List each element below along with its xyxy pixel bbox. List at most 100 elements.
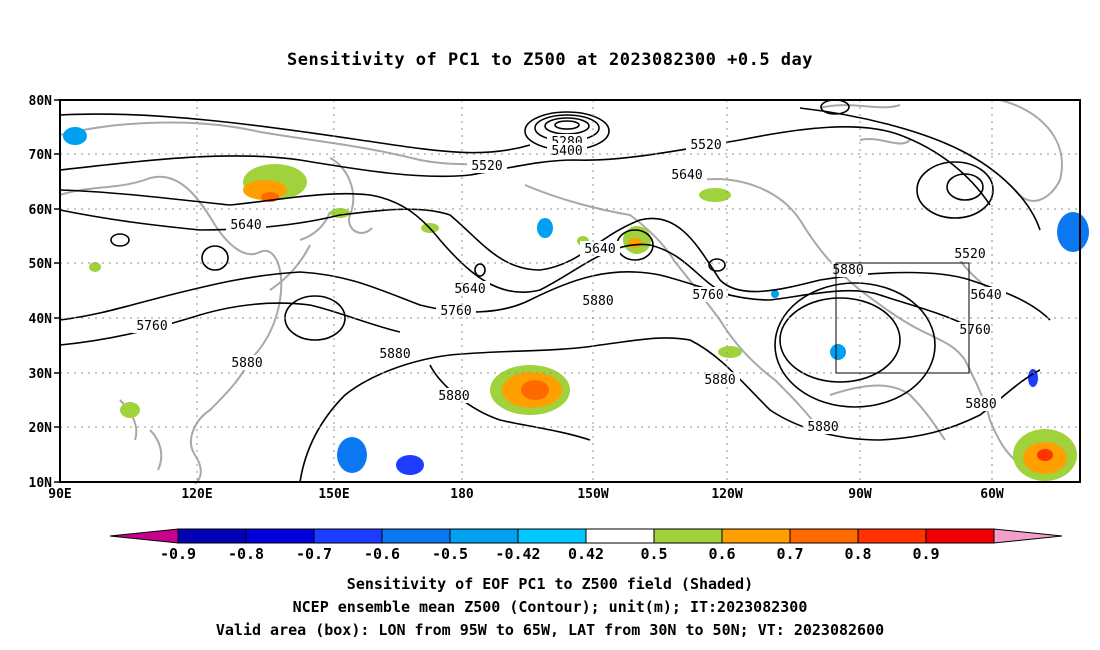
lat-label: 20N	[29, 421, 53, 436]
lat-label: 50N	[29, 257, 53, 272]
contour-label-bg	[132, 318, 172, 333]
contour-label-bg	[950, 246, 990, 261]
contour-label: 5520	[954, 247, 985, 262]
shade-blue-4	[396, 455, 424, 475]
contour-label: 5400	[551, 144, 582, 159]
lat-label: 40N	[29, 312, 53, 327]
contour-low-pac-2	[708, 258, 726, 272]
contour-label: 5640	[970, 288, 1001, 303]
coastline-siberia-north	[59, 121, 501, 171]
lon-label: 120W	[711, 487, 742, 502]
valid-area-box	[835, 262, 970, 374]
shade-green-7	[120, 402, 140, 418]
contour-labels: 5280540055205520552056405640564056405640…	[132, 134, 1006, 435]
contour-low-pac-3	[474, 263, 486, 277]
map-frame	[59, 99, 1081, 483]
contour-5880-pacific	[429, 364, 591, 441]
colorbar-box	[925, 528, 995, 544]
contour-label: 5880	[379, 347, 410, 362]
contour-label-bg	[961, 396, 1001, 411]
shade-green-5	[699, 188, 731, 202]
contour-label-bg	[688, 287, 728, 302]
contour-5520-east	[799, 107, 1041, 231]
contour-label-bg	[375, 346, 415, 361]
shade-blue-6	[830, 344, 846, 360]
contour-label: 5520	[690, 138, 721, 153]
coastline-asia	[59, 175, 283, 485]
contour-label: 5640	[230, 218, 261, 233]
colorbar-label: -0.8	[228, 545, 264, 563]
contour-5760-b	[59, 302, 401, 346]
colorbar-label: -0.42	[495, 545, 540, 563]
contour-5760-a	[59, 271, 976, 331]
contour-label: 5880	[704, 373, 735, 388]
colorbar-left-arrow	[109, 528, 179, 544]
sensitivity-shading	[63, 127, 1089, 481]
contour-label-bg	[450, 281, 490, 296]
colorbar-box	[585, 528, 655, 544]
lon-label: 60W	[980, 487, 1004, 502]
contour-label: 5640	[584, 242, 615, 257]
colorbar-label: -0.9	[160, 545, 196, 563]
contour-low-center-1	[554, 120, 580, 130]
contour-label-bg	[434, 388, 474, 403]
contour-label: 5760	[136, 319, 167, 334]
colorbar-box	[449, 528, 519, 544]
colorbar-box	[721, 528, 791, 544]
lat-label: 80N	[29, 94, 53, 109]
coastline-philippines	[119, 399, 163, 471]
contour-label: 5880	[438, 389, 469, 404]
contour-label: 5880	[582, 294, 613, 309]
contour-low-east-2	[916, 161, 994, 219]
z500-contours	[59, 99, 1051, 483]
coastline-greenland	[999, 99, 1063, 202]
colorbar-boxes	[109, 528, 1063, 544]
contour-label-bg	[828, 262, 868, 277]
contour-label: 5760	[959, 323, 990, 338]
colorbar-box	[517, 528, 587, 544]
colorbar-label: 0.9	[912, 545, 939, 563]
colorbar-label: -0.6	[364, 545, 400, 563]
colorbar-right-arrow	[993, 528, 1063, 544]
contour-label: 5760	[692, 288, 723, 303]
lat-lon-grid	[60, 100, 1080, 482]
contour-label-bg	[227, 355, 267, 370]
contour-5880-south	[299, 337, 1041, 483]
colorbar-box	[653, 528, 723, 544]
lon-label: 180	[450, 487, 474, 502]
colorbar-box	[313, 528, 383, 544]
contour-label-bg	[436, 303, 476, 318]
caption-contour: NCEP ensemble mean Z500 (Contour); unit(…	[292, 598, 808, 616]
contour-low-east-1	[946, 173, 984, 201]
lon-label: 90W	[848, 487, 872, 502]
contour-label-bg	[966, 287, 1006, 302]
caption-shading: Sensitivity of EOF PC1 to Z500 field (Sh…	[346, 575, 754, 593]
colorbar-label: -0.5	[432, 545, 468, 563]
colorbar-box	[177, 528, 247, 544]
coastline-japan	[269, 211, 331, 291]
coastline-north-america	[699, 178, 1031, 471]
contour-5880-high-3	[774, 282, 936, 408]
contour-label: 5880	[231, 356, 262, 371]
caption-valid-area: Valid area (box): LON from 95W to 65W, L…	[215, 621, 885, 639]
contour-label-bg	[578, 293, 618, 308]
contour-5400	[59, 113, 531, 154]
shade-green-6	[718, 346, 742, 358]
lat-label: 60N	[29, 203, 53, 218]
lon-label: 120E	[181, 487, 212, 502]
colorbar-box	[789, 528, 859, 544]
colorbar-label: 0.6	[708, 545, 735, 563]
colorbar-box	[857, 528, 927, 544]
contour-label-bg	[700, 372, 740, 387]
colorbar-box	[245, 528, 315, 544]
lat-label: 30N	[29, 367, 53, 382]
coastline-gulf	[829, 384, 946, 441]
contour-label-bg	[686, 137, 726, 152]
contour-5520-west	[59, 126, 991, 206]
shade-blue-1	[63, 127, 87, 145]
contour-low-west-2	[201, 245, 229, 271]
contour-label: 5640	[454, 282, 485, 297]
colorbar-labels: -0.9 -0.8 -0.7 -0.6 -0.5 -0.42 0.42 0.5 0.6 0.7 0.…	[160, 545, 940, 563]
